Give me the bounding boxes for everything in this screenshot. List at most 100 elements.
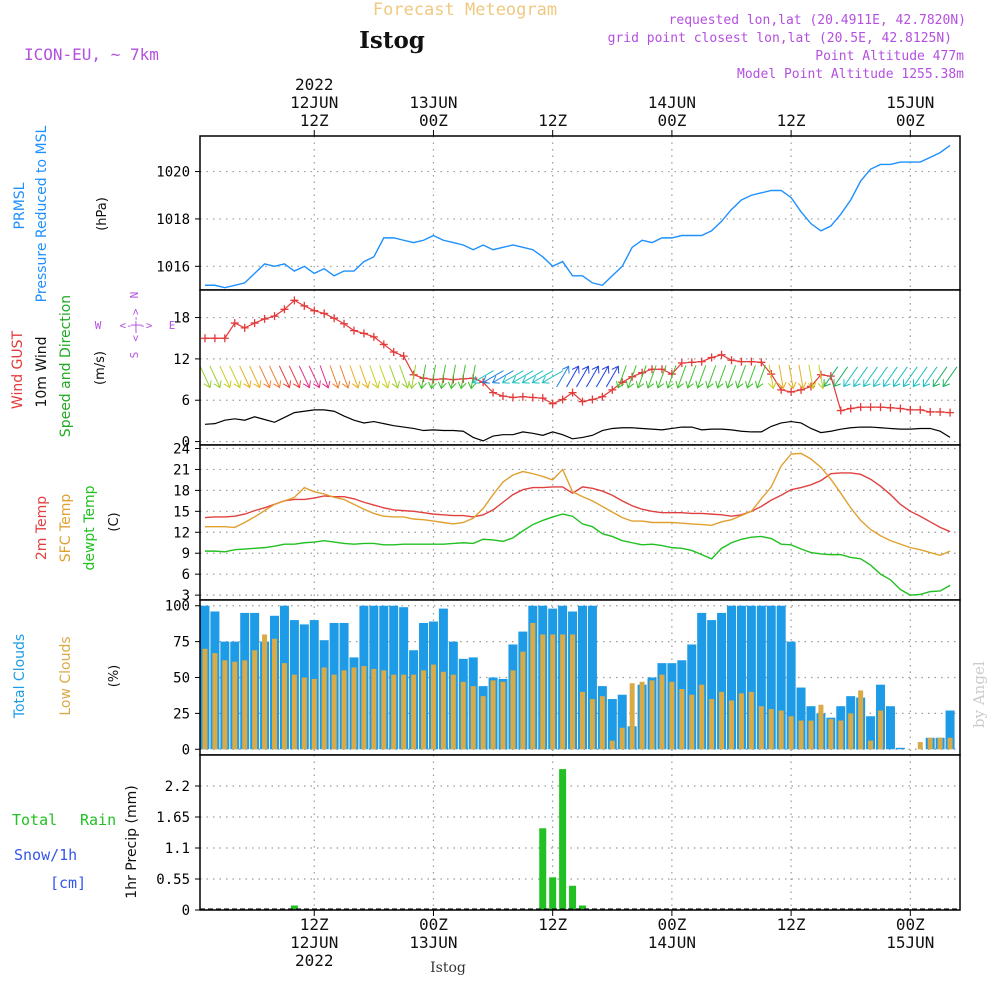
wind-direction-arrow — [685, 365, 697, 389]
time-label: 14JUN — [648, 933, 696, 952]
low-cloud-bar — [212, 653, 218, 750]
wind-direction-arrow — [209, 365, 222, 389]
gust-marker — [866, 403, 875, 412]
temp-ytick-label: 6 — [182, 567, 190, 583]
clouds-ytick-label: 50 — [173, 671, 190, 687]
total-cloud-bar — [707, 620, 717, 750]
precip-panel: 0 0.55 1.1 1.65 2.2 — [156, 754, 961, 919]
low-cloud-bar — [649, 680, 655, 750]
wind-direction-arrow — [319, 365, 331, 389]
wind-direction-arrow — [745, 365, 756, 389]
wind-direction-arrow — [278, 365, 292, 389]
wind-direction-arrow — [932, 366, 948, 388]
low-cloud-bar — [599, 696, 605, 750]
low-cloud-bar — [768, 709, 774, 750]
temp-labels: 2m Temp SFC Temp dewpt Temp (C) — [34, 485, 122, 570]
gust-line — [204, 299, 951, 414]
low-cloud-bar — [818, 704, 824, 750]
low-cloud-bar — [589, 699, 595, 750]
low-cloud-bar — [639, 681, 645, 750]
gust-marker — [896, 404, 905, 413]
wind-direction-arrow — [605, 365, 620, 388]
model-altitude: Model Point Altitude 1255.38m — [737, 67, 964, 82]
wind-compass: N S W E <-|-> <-|-> — [95, 292, 176, 359]
low-cloud-bar — [629, 683, 635, 750]
pressure-unit: (hPa) — [95, 197, 110, 231]
pressure-plot-area — [200, 136, 960, 290]
compass-w: W — [95, 319, 102, 332]
gust-marker — [737, 357, 746, 366]
compass-arrows-v: <-|-> — [129, 308, 142, 341]
wind-direction-arrow — [833, 366, 849, 388]
gust-marker — [220, 334, 229, 343]
wind-direction-arrow — [541, 370, 564, 384]
low-cloud-bar — [659, 674, 665, 750]
low-cloud-bar — [550, 634, 556, 750]
sfc-temp-line — [204, 452, 951, 557]
wind-direction-arrow — [625, 365, 637, 389]
wind-direction-arrow — [521, 370, 544, 384]
total-cloud-bar — [746, 605, 756, 750]
total-cloud-bar — [617, 694, 627, 750]
time-label: 12JUN — [290, 93, 338, 112]
wind-direction-arrow — [645, 365, 657, 389]
low-cloud-bar — [490, 680, 496, 750]
low-cloud-bar — [301, 677, 307, 750]
gust-marker — [260, 314, 269, 323]
wind-direction-arrow — [843, 366, 859, 388]
low-cloud-bar — [391, 674, 397, 750]
total-cloud-bar — [736, 605, 746, 750]
gust-marker — [677, 359, 686, 368]
wind-direction-arrow — [715, 365, 727, 389]
gust-marker — [290, 296, 299, 305]
total-cloud-bar — [786, 641, 796, 750]
wind-direction-arrow — [471, 370, 494, 384]
wind-line — [204, 409, 951, 442]
wind-direction-arrow — [491, 370, 514, 384]
low-cloud-bar — [669, 681, 675, 750]
wind-direction-arrow — [349, 365, 361, 389]
wind-label-2: 10m Wind — [34, 336, 50, 407]
wind-direction-arrow — [823, 366, 839, 388]
gust-marker — [399, 352, 408, 361]
precip-label-total: Total — [12, 811, 57, 829]
time-label: 00Z — [896, 915, 925, 934]
low-cloud-bar — [828, 719, 834, 750]
total-cloud-bar — [577, 605, 587, 750]
low-cloud-bar — [808, 720, 814, 750]
low-cloud-bar — [729, 700, 735, 750]
wind-direction-arrow — [418, 364, 427, 390]
precip-ytick-label: 0 — [182, 903, 190, 919]
low-cloud-bar — [530, 622, 536, 750]
low-cloud-bar — [291, 674, 297, 750]
wind-direction-arrow — [777, 364, 787, 390]
low-cloud-bar — [848, 713, 854, 750]
low-cloud-bar — [609, 740, 615, 750]
wind-direction-arrow — [199, 365, 212, 389]
pressure-ytick-label: 1020 — [156, 165, 190, 181]
gust-marker — [727, 356, 736, 365]
time-label: 12Z — [777, 915, 806, 934]
wind-direction-arrow — [595, 365, 610, 388]
total-cloud-bar — [756, 605, 766, 750]
gust-marker — [270, 312, 279, 321]
gust-marker — [886, 403, 895, 412]
wind-direction-arrow — [817, 364, 827, 390]
wind-direction-arrow — [576, 365, 590, 388]
wind-direction-arrow — [339, 365, 351, 389]
wind-direction-arrow — [457, 364, 467, 390]
pressure-line — [204, 144, 951, 289]
wind-direction-arrow — [219, 365, 232, 389]
gust-marker — [787, 387, 796, 396]
total-cloud-bar — [766, 605, 776, 750]
wind-direction-arrow — [379, 365, 391, 389]
time-label: 12JUN — [290, 933, 338, 952]
low-cloud-bar — [560, 634, 566, 750]
clouds-ytick-label: 75 — [173, 635, 190, 651]
wind-direction-arrow — [902, 366, 918, 388]
precip-ytick-label: 1.65 — [156, 810, 190, 826]
clouds-panel: 0 25 50 75 100 — [165, 599, 961, 758]
gust-marker — [687, 358, 696, 367]
time-label: 2022 — [295, 951, 334, 970]
